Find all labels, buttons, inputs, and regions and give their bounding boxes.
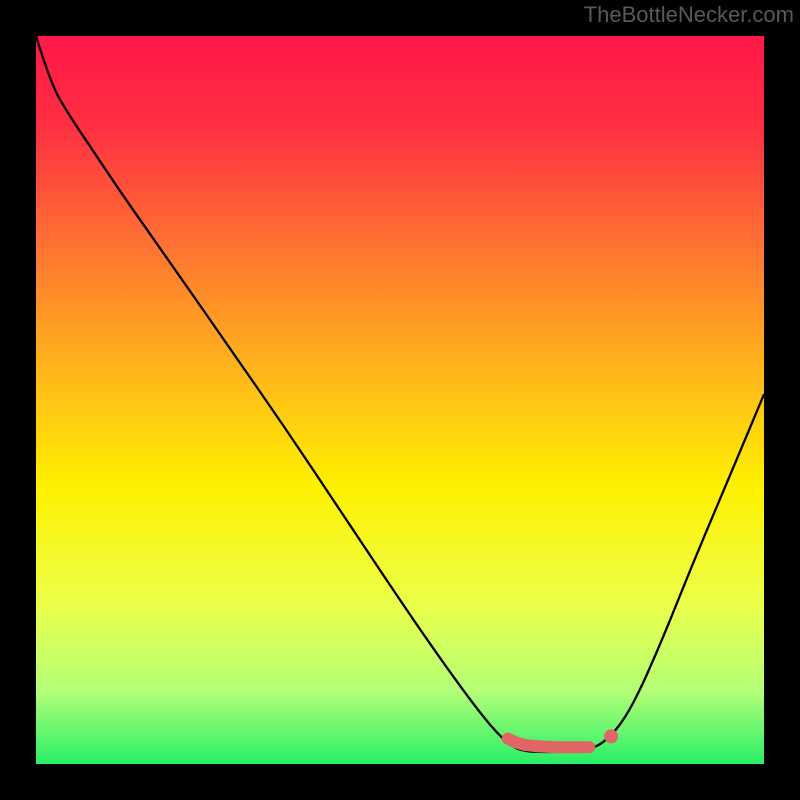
- page-root: TheBottleNecker.com: [0, 0, 800, 800]
- bottom-marks: [508, 729, 618, 747]
- watermark-text: TheBottleNecker.com: [584, 2, 794, 28]
- mark-dot: [604, 729, 618, 743]
- main-curve: [36, 36, 764, 752]
- curve-svg: [36, 36, 764, 764]
- plot-area: [36, 36, 764, 764]
